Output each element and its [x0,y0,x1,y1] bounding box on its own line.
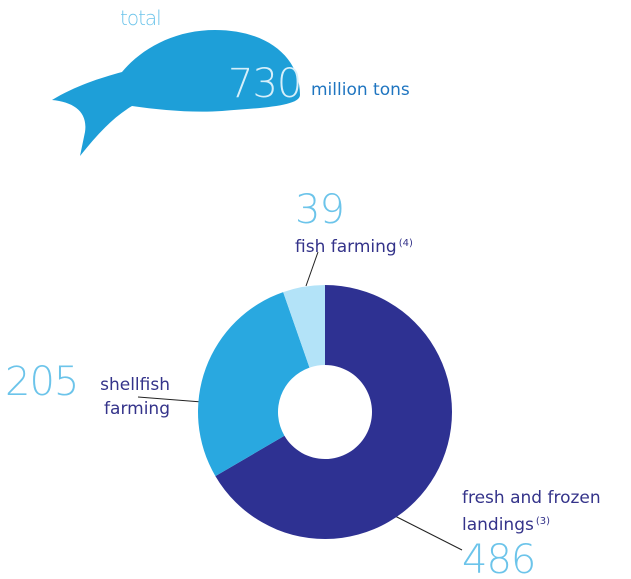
footnote: (4) [398,238,413,249]
leader-line [137,396,203,403]
total-unit: million tons [311,80,410,100]
category-label: fresh and frozen landings (3) [462,486,631,537]
category-text: fish farming [295,237,397,257]
value-label: 486 [462,537,536,579]
footnote: (3) [535,516,551,527]
donut-slice [215,285,452,539]
category-text: fresh and frozen landings [462,488,601,535]
category-label: shellfish farming [100,375,170,419]
total-value: 730 [228,61,302,107]
category-label: fish farming (4) [295,232,413,259]
donut-slice [283,285,325,368]
donut-slice [197,292,310,477]
leader-line [392,514,463,551]
value-label: 205 [5,359,79,405]
total-label: total [120,6,162,30]
fish-icon [52,30,300,156]
leader-line [305,251,319,287]
value-label: 39 [295,187,345,233]
